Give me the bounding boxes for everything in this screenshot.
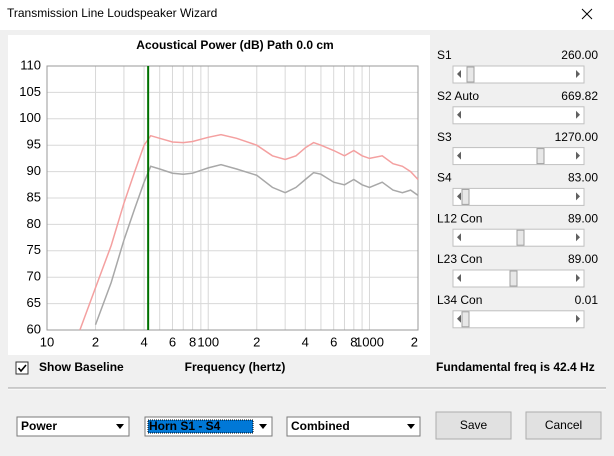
parameter-name: S4	[437, 171, 452, 185]
x-tick-label: 8	[350, 334, 357, 349]
slider-arrow-left[interactable]	[457, 192, 461, 201]
fundamental-text: Fundamental freq is 42.4 Hz	[436, 360, 595, 374]
slider-thumb[interactable]	[461, 311, 470, 328]
y-tick-label: 65	[27, 295, 41, 310]
button-label[interactable]: Cancel	[545, 418, 582, 432]
slider-track[interactable]	[452, 65, 585, 84]
checkbox-label[interactable]: Show Baseline	[39, 360, 124, 374]
parameter-name: L12 Con	[437, 211, 482, 225]
data-line	[79, 133, 419, 331]
button[interactable]	[435, 411, 512, 440]
y-tick-label: 110	[20, 57, 41, 72]
parameter-name: L23 Con	[437, 252, 482, 266]
parameter-name: S3	[437, 130, 452, 144]
parameter-value: 1270.00	[555, 130, 599, 144]
slider-track[interactable]	[452, 147, 585, 166]
dropdown-text: Horn S1 - S4	[149, 419, 221, 433]
data-line	[94, 163, 419, 325]
y-tick-label: 75	[27, 242, 41, 257]
parameter-value: 83.00	[568, 171, 598, 185]
parameter-name: L34 Con	[437, 293, 482, 307]
plot-border	[46, 65, 419, 331]
x-tick-label: 100	[197, 334, 219, 349]
parameter-name: S2 Auto	[437, 89, 479, 103]
button[interactable]	[525, 411, 602, 440]
slider-arrow-right[interactable]	[576, 70, 580, 78]
slider-thumb[interactable]	[509, 270, 518, 287]
x-tick-label: 6	[169, 334, 176, 349]
parameter-name: S1	[437, 48, 452, 62]
title-bar	[0, 0, 614, 30]
slider-arrow-right[interactable]	[576, 151, 580, 160]
parameter-value: 669.82	[561, 89, 598, 103]
slider-thumb[interactable]	[516, 229, 525, 246]
slider-arrow-right[interactable]	[576, 110, 580, 119]
parameter-value: 89.00	[568, 211, 598, 225]
slider-thumb[interactable]	[461, 188, 470, 205]
dropdown[interactable]	[16, 416, 130, 437]
close-button[interactable]	[581, 8, 593, 20]
x-tick-label: 8	[189, 334, 196, 349]
slider-track[interactable]	[452, 106, 585, 125]
y-tick-label: 105	[19, 84, 41, 99]
window-title: Transmission Line Loudspeaker Wizard	[7, 6, 217, 20]
parameter-value: 0.01	[575, 293, 599, 307]
x-tick-label: 2	[92, 334, 99, 349]
x-tick-label: 2	[253, 334, 260, 349]
slider-arrow-left[interactable]	[457, 110, 461, 119]
button-label[interactable]: Save	[460, 418, 488, 432]
slider-track[interactable]	[452, 187, 585, 206]
slider-arrow-right[interactable]	[576, 233, 580, 242]
dropdown-arrow[interactable]	[116, 424, 124, 429]
checkbox[interactable]	[15, 361, 29, 375]
dropdown-arrow[interactable]	[259, 424, 267, 429]
slider-track[interactable]	[452, 310, 585, 329]
slider-arrow-right[interactable]	[576, 192, 580, 201]
y-tick-label: 85	[27, 189, 41, 204]
slider-arrow-right[interactable]	[576, 314, 580, 323]
y-tick-label: 100	[19, 110, 41, 125]
y-tick-label: 80	[27, 216, 41, 231]
slider-arrow-left[interactable]	[457, 233, 461, 242]
slider-thumb[interactable]	[466, 66, 475, 83]
y-tick-label: 70	[27, 269, 41, 284]
parameter-value: 89.00	[568, 252, 598, 266]
dropdown-text: Power	[21, 419, 57, 433]
slider-arrow-left[interactable]	[457, 274, 461, 282]
slider-thumb[interactable]	[536, 148, 545, 165]
x-tick-label: 2	[411, 334, 418, 349]
x-tick-label: 6	[330, 334, 337, 349]
parameter-value: 260.00	[561, 48, 598, 62]
x-axis-label: Frequency (hertz)	[185, 360, 286, 374]
dropdown-selection	[147, 419, 254, 434]
slider-arrow-left[interactable]	[457, 151, 461, 160]
dropdown[interactable]	[286, 416, 421, 437]
x-tick-label: 4	[302, 334, 309, 349]
checkmark	[17, 364, 27, 373]
slider-arrow-right[interactable]	[576, 274, 580, 282]
dropdown-arrow[interactable]	[407, 424, 415, 429]
slider-arrow-left[interactable]	[457, 70, 461, 78]
x-tick-label: 10	[40, 334, 54, 349]
x-tick-label: 1000	[355, 334, 384, 349]
y-tick-label: 95	[27, 137, 41, 152]
x-tick-label: 4	[140, 334, 147, 349]
slider-arrow-left[interactable]	[457, 314, 461, 323]
y-tick-label: 60	[27, 321, 41, 336]
chart-title: Acoustical Power (dB) Path 0.0 cm	[136, 38, 333, 52]
dropdown-text: Combined	[291, 419, 350, 433]
y-tick-label: 90	[27, 163, 41, 178]
slider-track[interactable]	[452, 269, 585, 288]
